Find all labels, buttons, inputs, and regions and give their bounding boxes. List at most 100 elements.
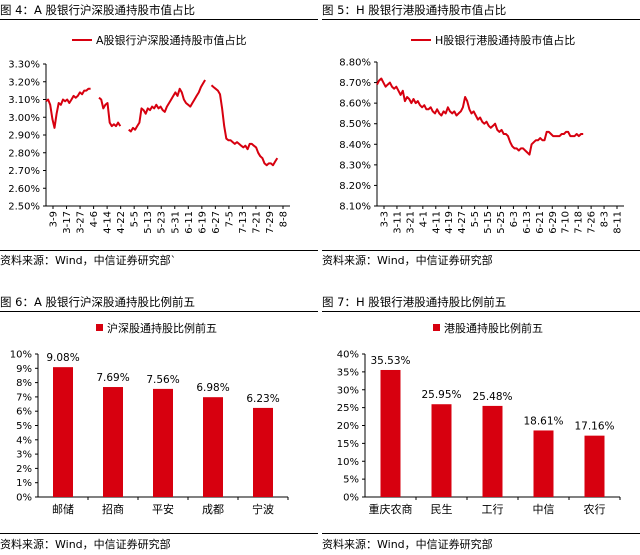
figure-5-panel: 图 5：H 股银行港股通持股市值占比 H股银行港股通持股市值占比 8.80% 8.7… xyxy=(322,0,640,270)
y-tick-label: 15% xyxy=(337,439,359,450)
bar xyxy=(431,404,452,497)
x-tick-label: 8-11 xyxy=(613,211,624,234)
legend-label: H股银行港股通持股市值占比 xyxy=(435,33,575,47)
bar xyxy=(53,367,73,497)
series-line xyxy=(210,84,279,167)
y-tick-label: 8.40% xyxy=(339,140,371,151)
figure-6-source-rule xyxy=(0,533,318,534)
x-tick-label: 7-18 xyxy=(574,211,585,234)
x-category-label: 成都 xyxy=(202,503,224,516)
x-tick-label: 5-23 xyxy=(157,211,168,234)
legend-label: 沪深股通持股比例前五 xyxy=(107,321,217,335)
figure-4-title-rule xyxy=(0,19,318,20)
bar-value-label: 17.16% xyxy=(574,421,614,433)
bar-value-label: 25.48% xyxy=(472,391,512,403)
x-tick-label: 7-10 xyxy=(561,211,572,234)
x-tick-label: 5-25 xyxy=(496,211,507,234)
y-tick-label: 3.00% xyxy=(8,113,40,124)
y-tick-label: 40% xyxy=(337,350,359,361)
y-tick-label: 7% xyxy=(16,392,32,403)
y-tick-label: 8% xyxy=(16,378,32,389)
y-tick-label: 8.70% xyxy=(339,78,371,89)
figure-6-title-rule xyxy=(0,311,318,312)
figure-7-source: 资料来源：Wind，中信证券研究部 xyxy=(322,538,493,551)
figure-7-source-rule xyxy=(322,533,640,534)
bar xyxy=(253,407,273,497)
y-tick-label: 3.10% xyxy=(8,95,40,106)
figure-5-title: 图 5：H 股银行港股通持股市值占比 xyxy=(322,3,507,17)
legend-swatch xyxy=(433,324,440,331)
bar xyxy=(482,405,503,497)
x-tick-label: 6-13 xyxy=(522,211,533,234)
x-tick-label: 6-11 xyxy=(184,211,195,234)
x-tick-label: 3-9 xyxy=(49,211,60,227)
x-category-label: 宁波 xyxy=(252,502,274,516)
bar-value-label: 35.53% xyxy=(370,355,410,367)
y-tick-label: 2.70% xyxy=(8,166,40,177)
figure-7-bar-chart: 港股通持股比例前五 40% 35% 30% 25% 20% 15% 10% 5% 0% 35.53%… xyxy=(337,321,621,516)
x-tick-label: 5-15 xyxy=(483,211,494,234)
bar-value-label: 9.08% xyxy=(46,352,79,364)
figure-7-title: 图 7：H 股银行港股通持股比例前五 xyxy=(322,295,507,309)
y-tick-label: 5% xyxy=(16,421,32,432)
x-category-label: 重庆农商 xyxy=(369,502,413,516)
x-tick-label: 4-14 xyxy=(103,211,114,234)
bar xyxy=(203,397,223,497)
x-tick-label: 6-29 xyxy=(548,211,559,234)
figure-4-panel: 图 4：A 股银行沪深股通持股市值占比 A股银行沪深股通持股市值占比 3.30% 3… xyxy=(0,0,318,270)
bar-value-label: 6.23% xyxy=(246,393,279,405)
x-tick-label: 4-27 xyxy=(457,211,468,234)
x-tick-label: 7-5 xyxy=(224,211,235,227)
figure-6-title: 图 6：A 股银行沪深股通持股比例前五 xyxy=(0,295,195,309)
bar xyxy=(584,435,605,497)
y-tick-label: 0% xyxy=(16,493,32,504)
x-tick-label: 6-19 xyxy=(197,211,208,234)
bar xyxy=(380,369,401,497)
x-tick-label: 7-13 xyxy=(238,211,249,234)
bar-value-label: 7.69% xyxy=(96,372,129,384)
bar-value-label: 25.95% xyxy=(421,389,461,401)
x-tick-label: 3-27 xyxy=(76,211,87,234)
figure-7-title-rule xyxy=(322,311,640,312)
x-tick-label: 5-13 xyxy=(143,211,154,234)
bar xyxy=(153,388,173,497)
x-tick-label: 5-31 xyxy=(170,211,181,234)
series-line xyxy=(45,87,91,129)
y-tick-label: 30% xyxy=(337,385,359,396)
y-tick-label: 8.60% xyxy=(339,99,371,110)
series-line xyxy=(98,96,122,128)
x-tick-label: 5-5 xyxy=(130,211,141,227)
x-tick-label: 4-6 xyxy=(89,211,100,227)
x-category-label: 平安 xyxy=(152,502,174,516)
y-tick-label: 10% xyxy=(10,350,32,361)
figure-6-bar-chart: 沪深股通持股比例前五 10% 9% 8% 7% 6% 5% 4% 3% 2% 1% 0% 9.08% 邮储… xyxy=(10,321,289,516)
x-tick-label: 4-22 xyxy=(116,211,127,234)
y-tick-label: 9% xyxy=(16,364,32,375)
x-tick-label: 6-3 xyxy=(509,211,520,227)
figure-5-title-rule xyxy=(322,19,640,20)
y-tick-label: 25% xyxy=(337,403,359,414)
y-tick-label: 2.60% xyxy=(8,184,40,195)
series-line xyxy=(376,77,584,156)
y-tick-label: 3.30% xyxy=(8,60,40,71)
y-tick-label: 5% xyxy=(343,475,359,486)
x-tick-label: 7-26 xyxy=(587,211,598,234)
x-category-label: 中信 xyxy=(533,503,555,516)
y-tick-label: 2.90% xyxy=(8,131,40,142)
bar-value-label: 18.61% xyxy=(523,415,563,427)
y-tick-label: 20% xyxy=(337,421,359,432)
y-tick-label: 35% xyxy=(337,367,359,378)
figure-6-panel: 图 6：A 股银行沪深股通持股比例前五 沪深股通持股比例前五 10% 9% 8% 7% 6… xyxy=(0,292,318,555)
y-tick-label: 3.20% xyxy=(8,77,40,88)
bar-value-label: 6.98% xyxy=(196,382,229,394)
x-tick-label: 6-27 xyxy=(211,211,222,234)
figure-4-source: 资料来源：Wind，中信证券研究部` xyxy=(0,254,177,267)
y-tick-label: 2.50% xyxy=(8,202,40,213)
x-tick-label: 8-3 xyxy=(600,211,611,227)
y-tick-label: 8.20% xyxy=(339,181,371,192)
x-tick-label: 3-11 xyxy=(392,211,403,234)
x-tick-label: 4-1 xyxy=(418,211,429,227)
x-category-label: 招商 xyxy=(102,502,124,516)
y-tick-label: 8.30% xyxy=(339,160,371,171)
y-tick-label: 3% xyxy=(16,450,32,461)
